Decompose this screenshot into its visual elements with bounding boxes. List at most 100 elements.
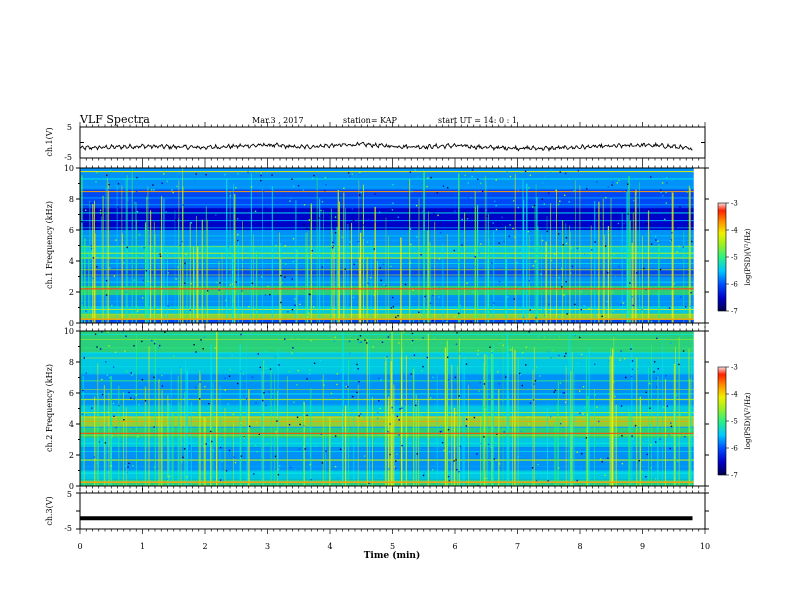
ch2-speckle — [310, 478, 312, 481]
ch2-speckle — [446, 356, 449, 358]
x-tick-label: 3 — [265, 542, 270, 551]
ch2-speckle — [440, 425, 442, 427]
ch2-speckle — [422, 474, 425, 477]
ch1-speckle — [424, 295, 426, 298]
ch1-speckle — [454, 315, 456, 318]
ch1-speckle — [543, 203, 545, 205]
ch1-speckle — [665, 177, 668, 179]
ch2-speckle — [411, 339, 414, 342]
ch1-speckle — [241, 309, 244, 311]
ch1-speckle — [544, 176, 546, 179]
date-label: Mar.3 , 2017 — [252, 116, 304, 125]
ch1-speckle — [612, 310, 614, 312]
ch2-speckle — [94, 333, 97, 335]
ch1-speckle — [576, 247, 579, 250]
ch2-speckle — [284, 483, 286, 486]
ch2-speckle — [182, 456, 184, 459]
ch1-speckle — [485, 209, 487, 212]
ch2-speckle — [153, 342, 156, 345]
ch1-speckle — [96, 266, 98, 268]
ch2-speckle — [465, 363, 468, 365]
ch1-speckle — [184, 262, 186, 265]
ch2-speckle — [343, 450, 346, 452]
ch1-speckle — [294, 304, 296, 307]
ch1-waveform-line — [80, 141, 693, 152]
ch1-speckle — [491, 262, 493, 264]
ch1-speckle — [501, 239, 503, 241]
ch2-speckle — [394, 467, 397, 469]
ch1-speckle — [341, 236, 343, 239]
ch2-speckle — [188, 445, 191, 447]
ch1-speckle — [445, 320, 447, 323]
ch1-speckle — [618, 179, 620, 182]
ch1-speckle — [189, 309, 191, 312]
ch1-speckle — [254, 210, 257, 212]
ch1-empty-region — [693, 168, 705, 323]
ch1-speckle — [284, 228, 286, 230]
ch2-speckle — [110, 465, 112, 467]
ch2-speckle — [631, 426, 633, 428]
ch2-speckle — [379, 407, 381, 410]
figure-title: VLF Spectra — [79, 113, 150, 126]
ch1-speckle — [190, 282, 192, 285]
x-tick-label: 6 — [452, 542, 457, 551]
ch2-speckle — [262, 400, 264, 402]
ch2-speckle — [275, 431, 277, 433]
ch1-speckle — [607, 186, 609, 188]
ch1-speckle — [378, 211, 381, 214]
ch2-speckle — [258, 433, 260, 436]
x-tick-label: 10 — [700, 542, 710, 551]
ch1-speckle — [132, 312, 134, 315]
ch2-speckle — [682, 350, 685, 352]
ch1-speckle — [426, 185, 428, 188]
ch1-speckle — [650, 231, 652, 233]
ch1-speckle — [657, 240, 659, 242]
ch1-speckle — [474, 266, 476, 268]
ch1-band — [80, 245, 705, 258]
ch1-speckle — [524, 170, 527, 172]
ch1-speckle — [474, 256, 476, 258]
ch1-speckle — [532, 265, 535, 267]
ch1-speckle — [363, 259, 365, 261]
ch2-speckle — [440, 430, 443, 432]
ch2-speckle — [306, 414, 308, 417]
ch2-speckle — [552, 349, 554, 352]
ch1-speckle — [557, 203, 560, 206]
ch1-ytick-label: 2 — [69, 288, 74, 297]
ch2-speckle — [531, 467, 534, 469]
ch2-speckle — [376, 417, 379, 420]
ch1-speckle — [481, 190, 484, 193]
ch1-speckle — [520, 213, 522, 215]
ch2-speckle — [378, 400, 380, 402]
ch1-speckle — [607, 272, 609, 274]
ch2-speckle — [278, 465, 281, 467]
ch1-speckle — [280, 274, 282, 277]
ch2-speckle — [398, 434, 400, 436]
ch1-speckle — [691, 240, 693, 243]
ch1-speckle — [285, 321, 287, 323]
ch1-speckle — [302, 189, 305, 192]
ch1-speckle — [498, 280, 501, 283]
ch2-speckle — [580, 353, 583, 356]
ch2-colorbar-tick-label: -3 — [731, 364, 738, 372]
ch1-speckle — [303, 204, 306, 206]
ch2-speckle — [123, 419, 125, 421]
ch2-speckle — [478, 390, 480, 392]
ch1-speckle — [158, 225, 160, 228]
ch1-speckle — [480, 182, 482, 185]
ch2-speckle — [381, 341, 384, 343]
ch2-speckle — [649, 424, 652, 426]
ch1-speckle — [671, 286, 673, 289]
ch2-speckle — [678, 363, 680, 366]
ch2-speckle — [401, 407, 403, 409]
ch1-speckle — [471, 175, 473, 178]
ch1-speckle — [153, 189, 155, 191]
ch2-speckle — [337, 477, 339, 479]
ch2-speckle — [108, 345, 110, 347]
ch1-speckle — [159, 253, 161, 255]
ch2-speckle — [161, 374, 163, 377]
ch2-speckle — [529, 402, 532, 404]
ch1-speckle — [313, 245, 315, 247]
ch2-speckle — [585, 437, 588, 439]
ch2-speckle — [378, 377, 380, 380]
